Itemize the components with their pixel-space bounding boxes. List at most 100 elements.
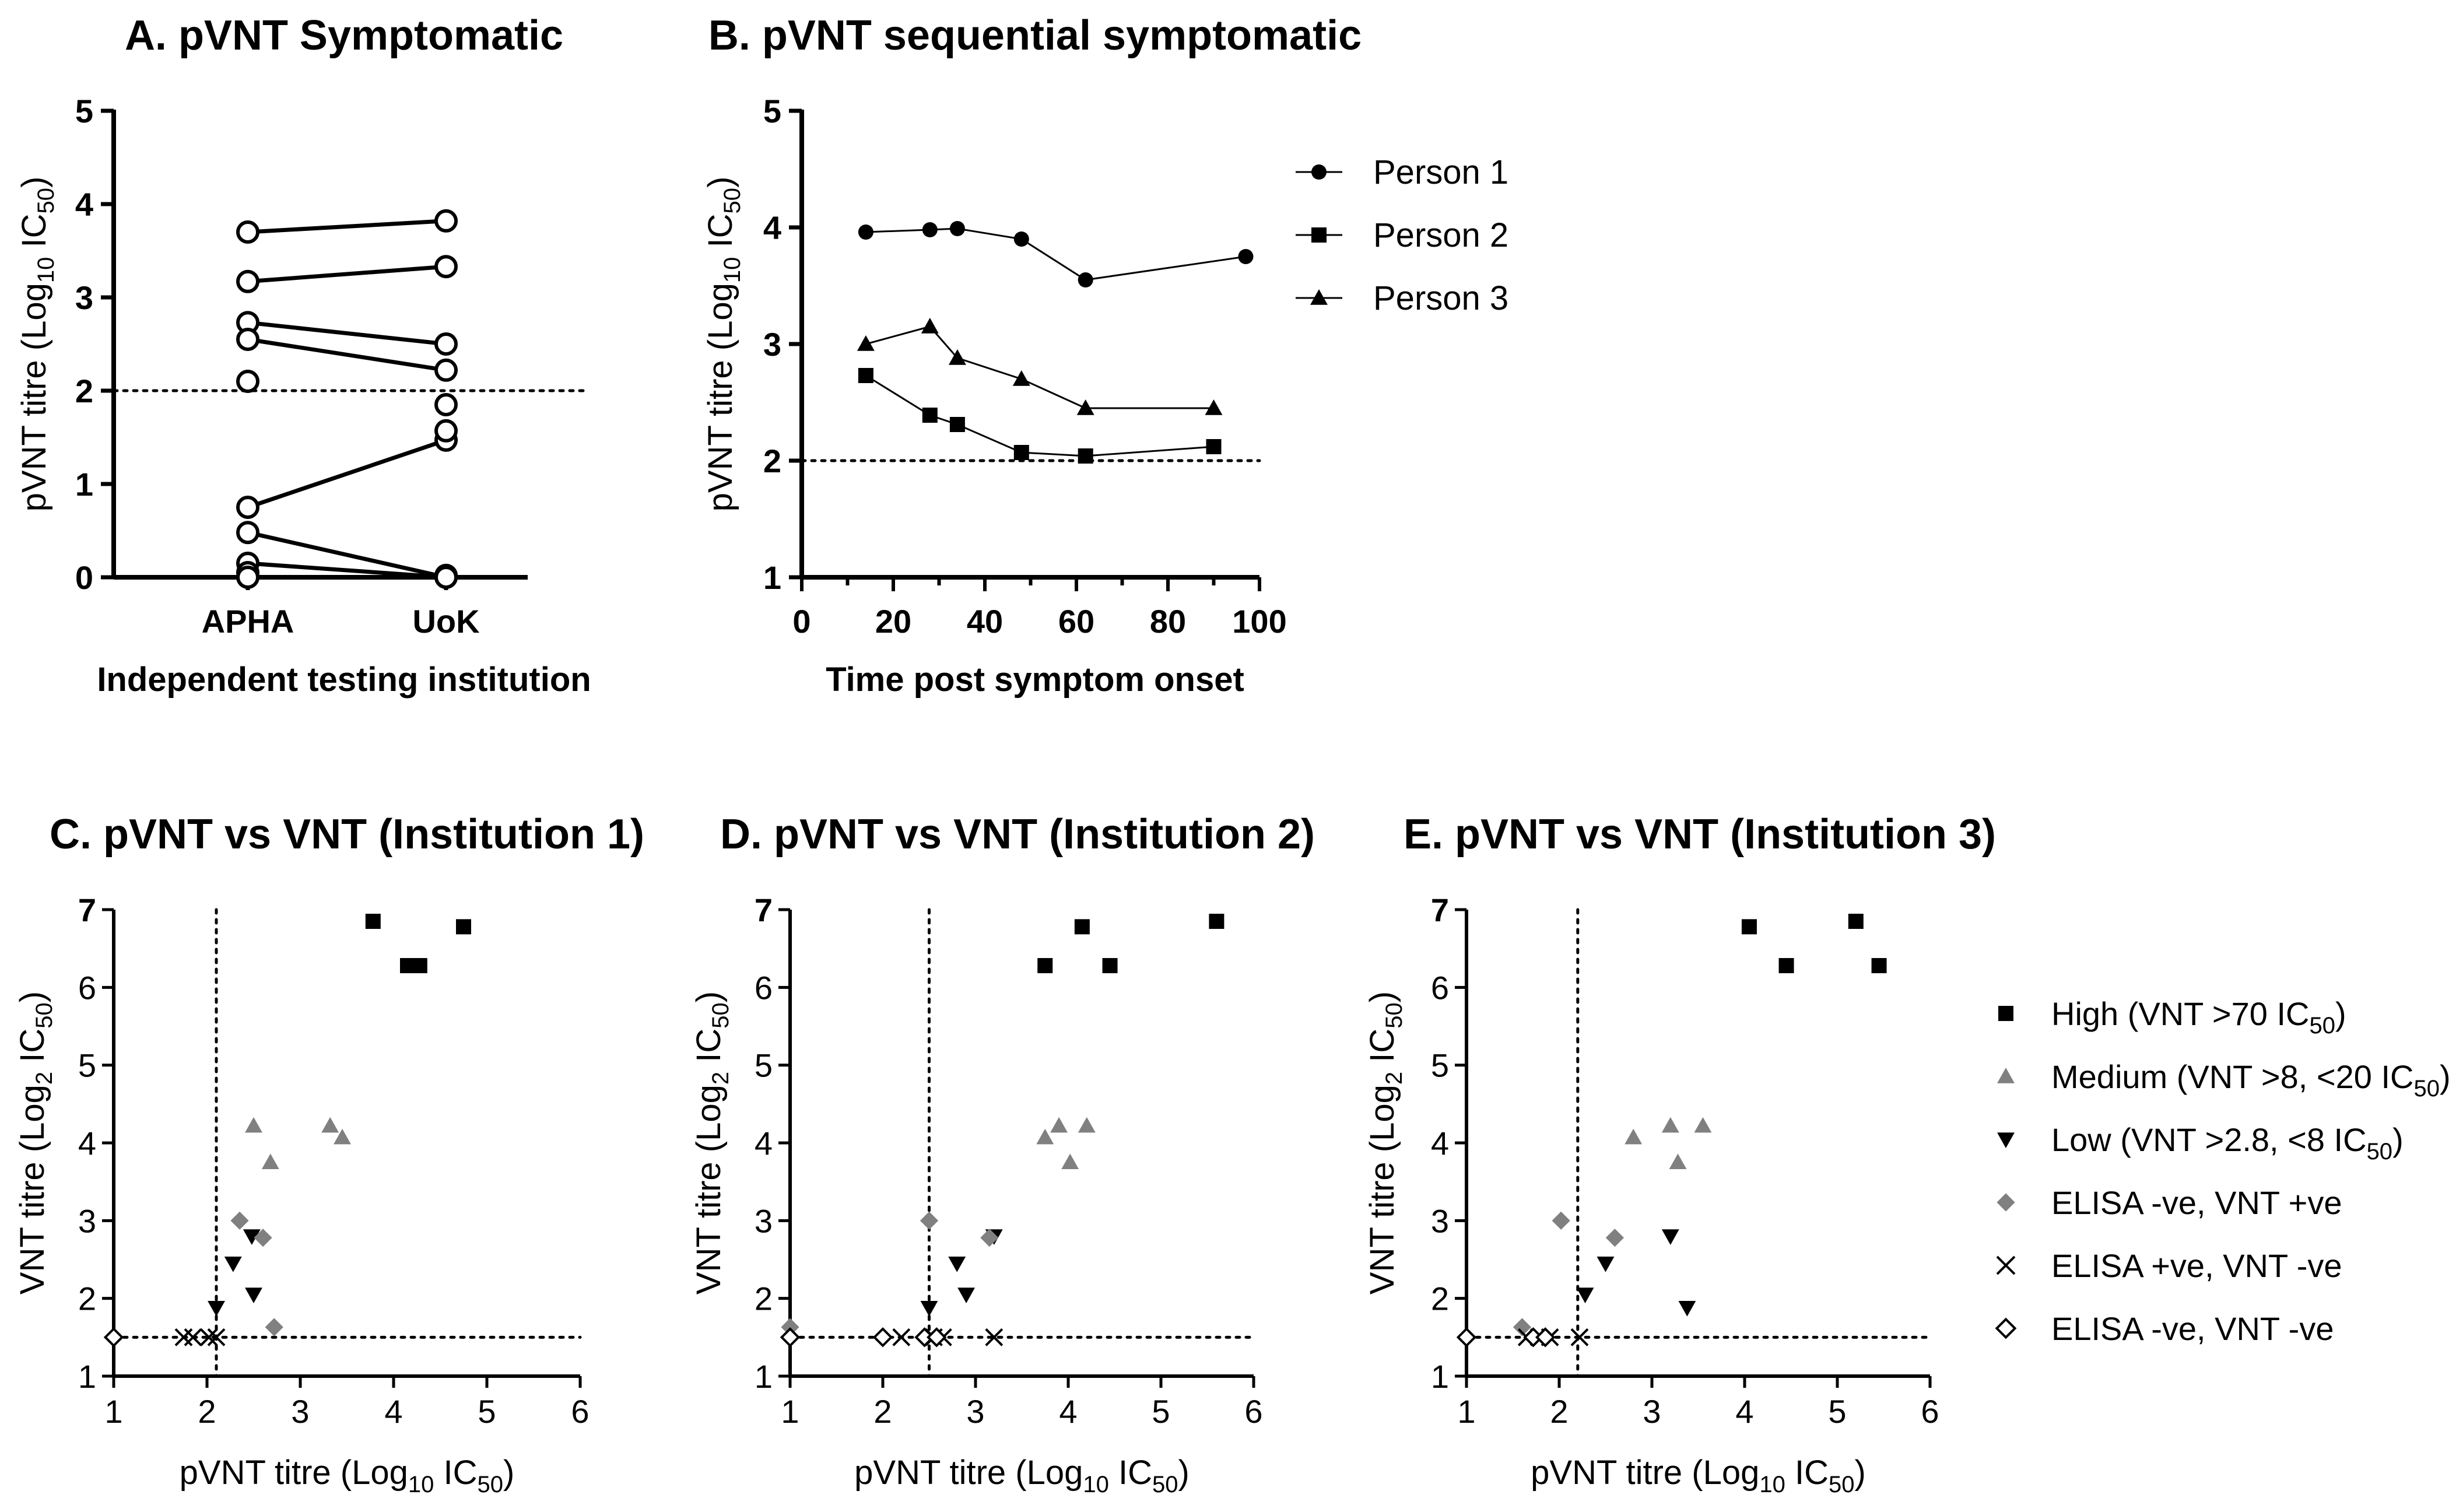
panel-a-y-tick-label: 2 [75, 373, 93, 409]
panel-c-point-low [224, 1256, 242, 1272]
panel-a-point [434, 566, 458, 589]
legend-b-label: Person 1 [1373, 153, 1508, 191]
panel-b-x-tick-label: 100 [1232, 603, 1286, 640]
panel-c-point-elisa-neg-vnt-pos [254, 1229, 272, 1247]
panel-d-y-tick-label: 5 [755, 1047, 773, 1084]
label-middle: IC [1785, 1454, 1829, 1492]
legend-marker-elisa-neg-vnt-pos [1997, 1193, 2015, 1212]
legend-text-end: ) [2440, 1058, 2451, 1095]
label-main: pVNT titre (Log [180, 1454, 408, 1492]
label-end: ) [690, 991, 728, 1002]
label-end: ) [15, 177, 53, 188]
panel-e-x-tick-label: 1 [1457, 1393, 1475, 1430]
panel-b-point [1013, 445, 1029, 460]
legend-b-marker [1311, 227, 1327, 243]
legend-text: ELISA -ve, VNT -ve [2051, 1310, 2334, 1347]
panel-b-x-tick-label: 0 [792, 603, 811, 640]
legend-marker-elisa-neg-vnt-neg [1995, 1317, 2017, 1339]
panel-e-y-tick-label: 3 [1431, 1202, 1449, 1239]
panel-c-y-tick-label: 2 [78, 1281, 96, 1317]
panel-d-y-tick-label: 7 [755, 892, 773, 928]
panel-d-y-tick-label: 6 [755, 969, 773, 1006]
panel-a-y-tick-label: 4 [75, 186, 93, 223]
legend-label-elisa-neg-vnt-pos: ELISA -ve, VNT +ve [2051, 1184, 2342, 1221]
panel-e-x-label: pVNT titre (Log10 IC50) [1531, 1454, 1866, 1497]
label-subscript: 50 [1381, 1002, 1407, 1029]
panel-b-y-tick-label: 2 [763, 443, 781, 479]
panel-c-point-elisa-pos-vnt-neg [199, 1328, 218, 1346]
legend-label-elisa-neg-vnt-neg: ELISA -ve, VNT -ve [2051, 1310, 2334, 1347]
panel-d-point-medium [1061, 1153, 1079, 1170]
cross-stroke [184, 1328, 202, 1346]
panel-e-point-elisa-neg-vnt-neg [1456, 1327, 1477, 1348]
panel-a-point [434, 209, 458, 233]
panel-b-point [922, 222, 938, 237]
panel-a-y-tick-label: 5 [75, 93, 93, 129]
legend-label-medium: Medium (VNT >8, <20 IC50) [2051, 1058, 2451, 1101]
panel-a-point [434, 332, 458, 356]
label-main: VNT titre (Log [690, 1085, 728, 1295]
panel-a-point [236, 269, 259, 293]
legend-text: ELISA -ve, VNT +ve [2051, 1184, 2342, 1221]
label-middle: IC [701, 213, 739, 257]
panel-b-y-tick-label: 4 [763, 209, 781, 246]
cross-stroke [1996, 1255, 2016, 1275]
label-subscript: 10 [408, 1472, 434, 1497]
panel-d-point-low [957, 1288, 976, 1303]
panel-e-point-elisa-neg-vnt-pos [1552, 1211, 1570, 1230]
panel-d-x-label: pVNT titre (Log10 IC50) [854, 1454, 1190, 1497]
label-subscript: 2 [708, 1072, 734, 1085]
legend-label-elisa-pos-vnt-neg: ELISA +ve, VNT -ve [2051, 1247, 2342, 1284]
panel-d-point-elisa-neg-vnt-pos [920, 1211, 939, 1230]
panel-e-point-medium [1669, 1153, 1687, 1170]
cross-stroke [1570, 1328, 1589, 1346]
panel-d-point-elisa-neg-vnt-pos [980, 1229, 999, 1247]
panel-b-y-label: pVNT titre (Log10 IC50) [701, 177, 745, 512]
panel-c-point-low [208, 1300, 225, 1317]
panel-b-point [1205, 399, 1223, 415]
panel-c-point-high [412, 958, 427, 973]
panel-a-point [236, 566, 259, 589]
panel-a-pair-line [247, 530, 447, 580]
panel-c-x-tick-label: 3 [291, 1393, 309, 1430]
label-end: ) [503, 1454, 514, 1492]
panel-d-y-tick-label: 4 [755, 1125, 773, 1162]
panel-a-y-tick-label: 3 [75, 279, 93, 316]
panel-e-point-low [1576, 1288, 1594, 1303]
label-subscript: 10 [33, 257, 59, 283]
panel-e-y-tick-label: 1 [1431, 1358, 1449, 1395]
panel-e-x-tick-label: 5 [1828, 1393, 1846, 1430]
panel-e-y-tick-label: 4 [1431, 1125, 1449, 1162]
panel-d-x-tick-label: 1 [781, 1393, 799, 1430]
panel-d-point-elisa-neg-vnt-pos [781, 1318, 799, 1336]
panel-a-point [434, 393, 458, 416]
panel-b-point [948, 349, 966, 365]
panel-e-point-low [1597, 1256, 1615, 1272]
panel-e-point-medium [1625, 1128, 1643, 1145]
panel-b-x-tick-label: 20 [875, 603, 911, 640]
panel-d-x-tick-label: 3 [966, 1393, 984, 1430]
label-subscript: 10 [1759, 1472, 1785, 1497]
label-middle: IC [1363, 1029, 1401, 1072]
legend-b-label: Person 2 [1373, 216, 1508, 254]
legend-b-label: Person 3 [1373, 279, 1508, 317]
panel-c-x-label: pVNT titre (Log10 IC50) [180, 1454, 515, 1497]
panel-b-series-line-3 [865, 325, 1214, 409]
panel-c-point-medium [261, 1153, 279, 1170]
panel-b-series-line-1 [865, 227, 1246, 281]
cross-stroke [892, 1328, 911, 1346]
legend-text-end: ) [2335, 995, 2346, 1032]
panel-e-point-medium [1694, 1117, 1712, 1133]
panel-a-pair-line [247, 438, 447, 510]
panel-d-point-medium [1078, 1117, 1096, 1133]
label-end: ) [1363, 991, 1401, 1002]
panel-b-point [1238, 249, 1254, 264]
panel-b-y-tick-label: 1 [763, 559, 781, 596]
label-subscript: 50 [31, 1002, 57, 1029]
panel-e-title: E. pVNT vs VNT (Institution 3) [1404, 811, 1996, 858]
panel-c-point-elisa-neg-vnt-neg [103, 1327, 124, 1348]
label-subscript: 50 [720, 188, 745, 214]
panel-c-point-elisa-pos-vnt-neg [207, 1328, 226, 1346]
panel-e-point-high [1848, 914, 1864, 929]
